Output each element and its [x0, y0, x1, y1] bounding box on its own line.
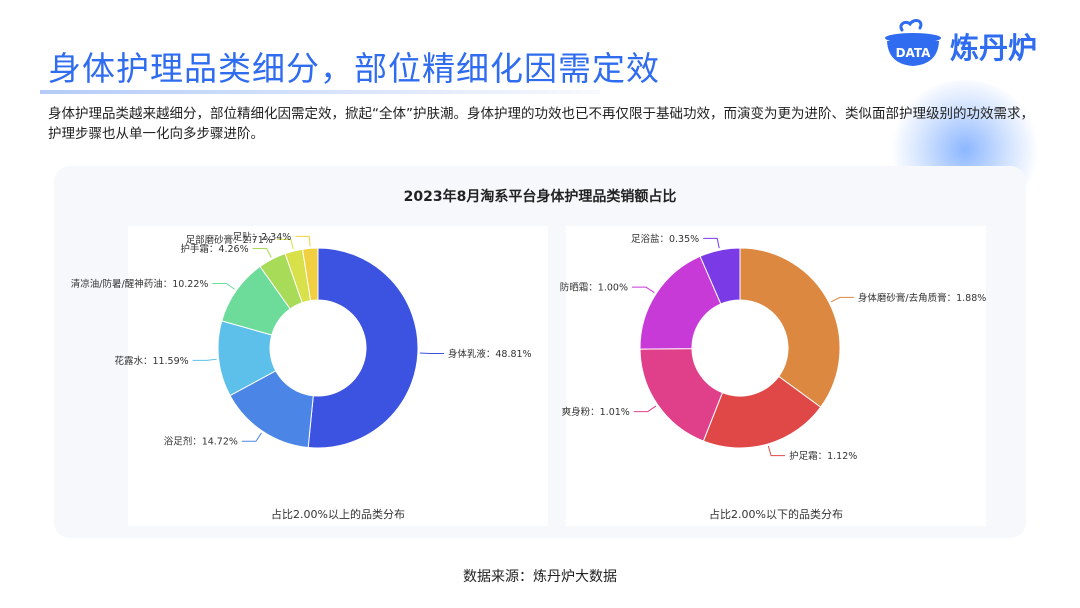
right-donut-slice-1 [702, 375, 822, 449]
logo-badge-text: DATA [896, 46, 932, 60]
left-donut-leader-5 [276, 238, 294, 250]
chart-card-below-2pct: 身体磨砂膏/去角质膏：1.88% 护足霜：1.12% 爽身粉：1.01% 防晒霜：1.… [560, 226, 987, 526]
left-donut-label-3: 清凉油/防暑/醒神药油：10.22% [71, 278, 209, 290]
right-donut-leader-4 [703, 237, 720, 249]
right-donut-slice-0 [739, 247, 841, 408]
right-donut-label-1: 护足霜：1.12% [789, 450, 857, 462]
donut-chart-above-2pct: 身体乳液：48.81% 浴足剂：14.72% 花露水：11.59% 清凉油/防暑/醒神… [71, 231, 532, 449]
chart-subtitle-above-2pct: 占比2.00%以上的品类分布 [271, 508, 405, 521]
left-donut-leader-6 [295, 235, 311, 247]
intro-paragraph: 身体护理品类越来越细分，部位精细化因需定效，掀起“全体”护肤潮。身体护理的功效也… [48, 106, 1034, 142]
left-donut-leader-4 [252, 247, 272, 258]
right-donut-leader-1 [767, 445, 786, 457]
chart-subtitle-below-2pct: 占比2.00%以下的品类分布 [709, 508, 843, 521]
right-donut-slice-2 [639, 348, 724, 442]
right-donut-leader-0 [830, 296, 854, 303]
right-donut-label-0: 身体磨砂膏/去角质膏：1.88% [858, 292, 986, 304]
left-donut-leader-1 [241, 432, 262, 442]
left-donut-label-2: 花露水：11.59% [114, 355, 188, 367]
brand-name: 炼丹炉 [950, 31, 1038, 65]
right-donut-leader-2 [633, 405, 657, 413]
data-source: 数据来源：炼丹炉大数据 [463, 569, 617, 585]
chart-card-above-2pct: 身体乳液：48.81% 浴足剂：14.72% 花露水：11.59% 清凉油/防暑/醒神… [71, 226, 548, 526]
right-donut-slice-4 [699, 247, 741, 305]
left-donut-label-0: 身体乳液：48.81% [448, 348, 532, 360]
right-donut-slice-3 [639, 255, 722, 350]
cauldron-icon: DATA [885, 19, 941, 66]
right-donut-label-4: 足浴盐：0.35% [631, 233, 699, 245]
donut-chart-below-2pct: 身体磨砂膏/去角质膏：1.88% 护足霜：1.12% 爽身粉：1.01% 防晒霜：1.… [560, 233, 987, 462]
right-donut-label-3: 防晒霜：1.00% [560, 282, 628, 294]
left-donut-label-5: 足部磨砂膏：2.71% [186, 234, 273, 246]
title-underline [40, 90, 600, 94]
right-donut-leader-3 [631, 286, 655, 294]
left-donut-label-6: 足贴：2.34% [233, 231, 292, 243]
page-title: 身体护理品类细分，部位精细化因需定效 [48, 49, 660, 88]
right-donut-label-2: 爽身粉：1.01% [562, 406, 630, 418]
left-donut-slice-0 [307, 247, 419, 449]
left-donut-label-1: 浴足剂：14.72% [164, 436, 238, 448]
left-donut-slice-6 [301, 247, 319, 302]
left-donut-leader-2 [192, 358, 217, 361]
chart-title: 2023年8月淘系平台身体护理品类销额占比 [403, 189, 677, 205]
left-donut-leader-3 [212, 283, 235, 290]
brand-logo: DATA 炼丹炉 [880, 16, 1070, 72]
left-donut-label-4: 护手霜：4.26% [180, 243, 248, 255]
